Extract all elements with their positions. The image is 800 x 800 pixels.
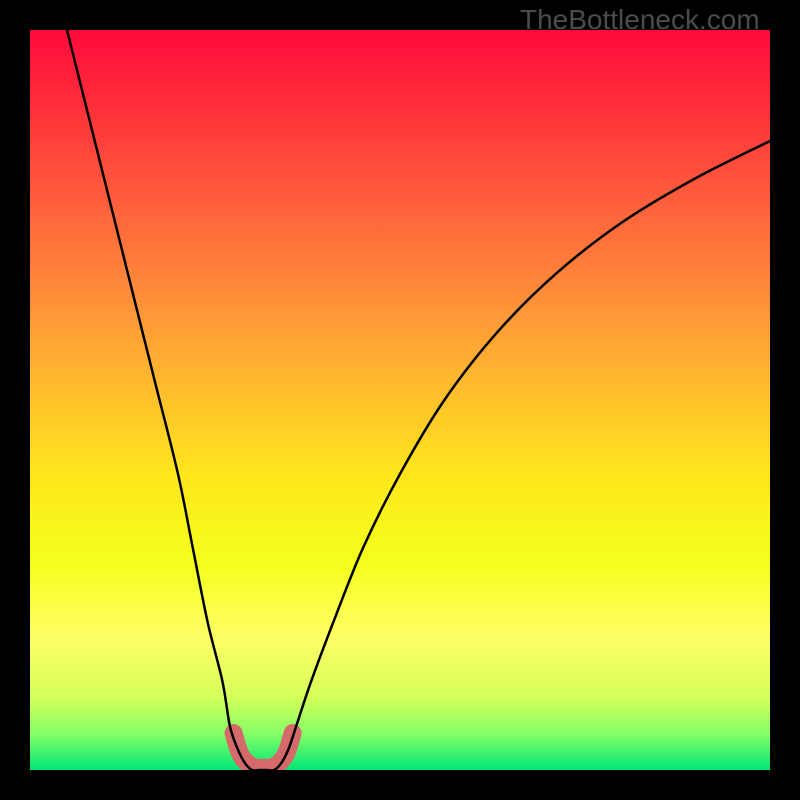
watermark-text: TheBottleneck.com <box>520 4 760 36</box>
plot-area <box>30 30 770 770</box>
gradient-background <box>30 30 770 770</box>
chart-container: TheBottleneck.com <box>0 0 800 800</box>
